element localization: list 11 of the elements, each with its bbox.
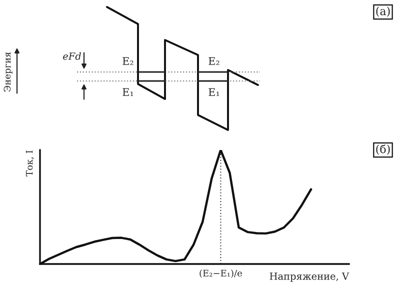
text: eFd	[63, 52, 81, 60]
text: (E₂−E₁)/e	[200, 270, 242, 278]
text: E₁	[208, 88, 220, 96]
text: E₁	[122, 88, 134, 96]
text: (а)	[376, 6, 390, 17]
text: Энергия	[4, 52, 12, 92]
y-axis-title: Ток, I	[26, 150, 34, 176]
text: E₂	[122, 57, 134, 65]
text: E₂	[208, 57, 220, 65]
text: (б)	[376, 144, 390, 155]
x-axis-title: Напряжение, V	[270, 272, 350, 282]
